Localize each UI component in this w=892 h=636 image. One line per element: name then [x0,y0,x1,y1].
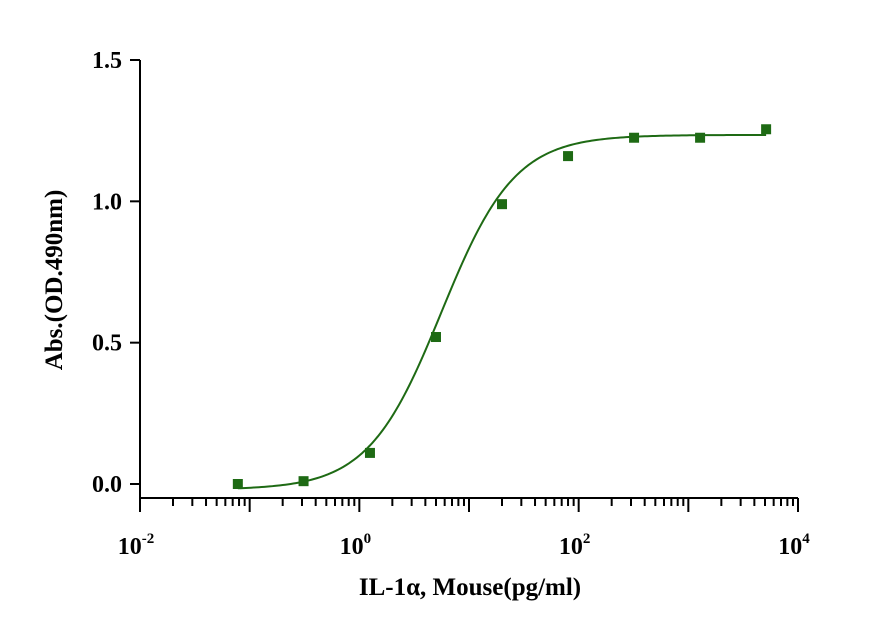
data-point [232,479,243,489]
x-ticks: 10-2 100 102 104 [118,498,810,560]
data-point [629,132,640,143]
data-point [430,332,441,343]
x-axis-title: IL-1α, Mouse(pg/ml) [359,574,581,601]
data-point [497,199,508,210]
data-points [232,124,772,489]
x-tick-label: 102 [559,531,591,560]
y-tick-label: 1.5 [92,48,122,74]
fit-curve [237,133,767,490]
y-ticks: 0.0 0.5 1.0 1.5 [92,48,140,498]
x-tick-label: 104 [778,531,810,560]
y-tick-label: 0.0 [92,472,122,498]
data-point [563,151,574,162]
data-point [761,124,772,135]
data-point [695,132,706,143]
data-point [298,476,309,487]
y-tick-label: 0.5 [92,331,122,357]
y-axis-title: Abs.(OD.490nm) [41,190,68,371]
data-point [364,447,375,458]
x-tick-label: 100 [340,531,372,560]
x-tick-label: 10-2 [118,531,155,560]
y-tick-label: 1.0 [92,189,122,215]
